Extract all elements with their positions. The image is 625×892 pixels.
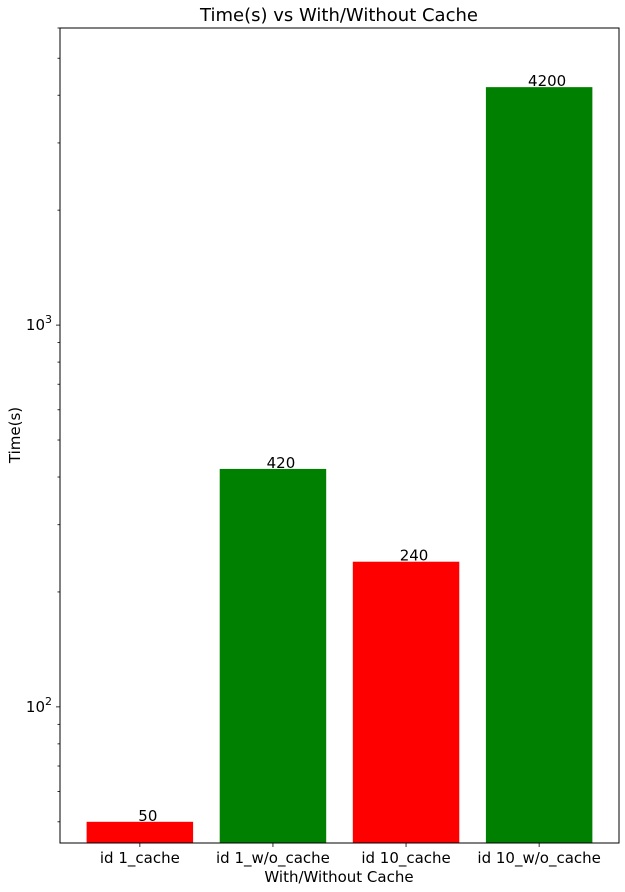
chart-title: Time(s) vs With/Without Cache [199, 5, 478, 26]
y-tick-label: 102 [26, 695, 52, 716]
bar-value-label: 4200 [528, 72, 566, 90]
plot-area-frame [59, 27, 620, 844]
x-tick-label: id 1_w/o_cache [216, 849, 330, 868]
bar [352, 561, 460, 843]
y-tick-label: 103 [26, 313, 52, 334]
x-tick-label: id 10_cache [361, 849, 450, 868]
bar [219, 468, 327, 843]
x-ticks: id 1_cache id 1_w/o_cache id 10_cache id 10… [100, 843, 601, 868]
bar-value-label: 240 [400, 547, 429, 565]
bar [86, 821, 194, 843]
data-labels: 50 420 240 4200 [138, 72, 566, 825]
x-axis-label: With/Without Cache [264, 868, 413, 886]
y-major-ticks: 102 103 [26, 313, 60, 716]
bar-value-label: 420 [267, 454, 296, 472]
bars [86, 87, 593, 844]
x-tick-label: id 10_w/o_cache [477, 849, 600, 868]
bar [485, 87, 593, 844]
x-tick-label: id 1_cache [100, 849, 180, 868]
bar-value-label: 50 [138, 807, 157, 825]
y-axis-label: Time(s) [6, 407, 24, 464]
